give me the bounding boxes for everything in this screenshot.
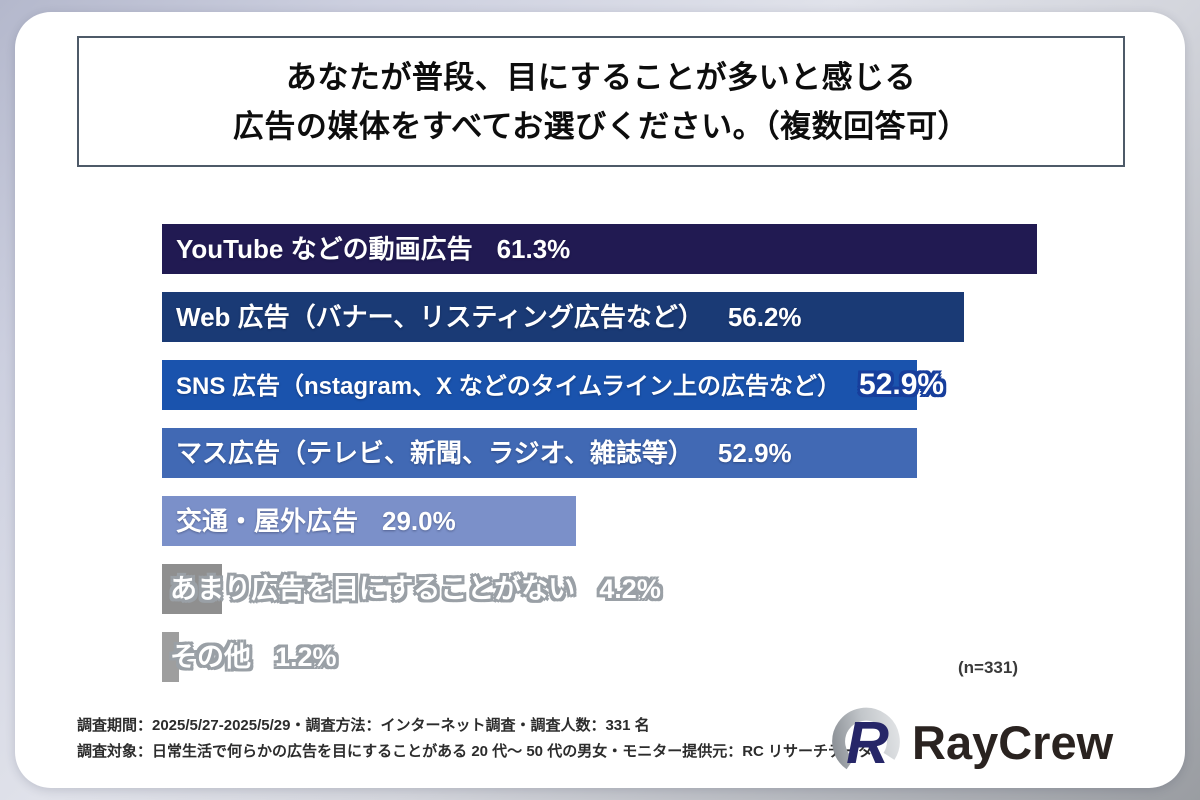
question-title-line1: あなたが普段、目にすることが多いと感じる <box>285 59 917 95</box>
survey-note-line1: 調査期間：2025/5/27-2025/5/29・調査方法：インターネット調査・… <box>77 717 650 734</box>
bar-row-transit-outdoor: 交通・屋外広告 29.0% <box>162 496 1142 546</box>
bar-value: 56.2% <box>727 302 802 332</box>
bar-value: 52.9% <box>859 368 945 401</box>
bar-row-web: Web 広告（バナー、リスティング広告など） 56.2% <box>162 292 1142 342</box>
bar-value: 1.2% <box>275 642 337 672</box>
bar-row-sns: SNS 広告（nstagram、X などのタイムライン上の広告など） 52.9% <box>162 360 1142 410</box>
bar-value: 4.2% <box>599 574 661 604</box>
bar-label: YouTube などの動画広告 <box>176 234 473 264</box>
bar-label: SNS 広告（nstagram、X などのタイムライン上の広告など） <box>176 373 842 400</box>
bar-fill <box>162 292 964 342</box>
bar-chart: YouTube などの動画広告 61.3% Web 広告（バナー、リスティング広告… <box>162 224 1142 700</box>
bar-fill <box>162 564 222 614</box>
question-title-box: あなたが普段、目にすることが多いと感じる 広告の媒体をすべてお選びください。（複… <box>77 36 1125 167</box>
bar-label: あまり広告を目にすることがない <box>170 574 576 604</box>
bar-row-youtube: YouTube などの動画広告 61.3% <box>162 224 1142 274</box>
bar-value: 52.9% <box>717 438 792 468</box>
svg-text:R: R <box>846 709 889 776</box>
bar-fill <box>162 632 179 682</box>
raycrew-logo-text: RayCrew <box>912 716 1114 769</box>
bar-row-rarely-see-ads: あまり広告を目にすることがない 4.2% <box>162 564 1142 614</box>
bar-fill <box>162 224 1037 274</box>
survey-note-line2: 調査対象：日常生活で何らかの広告を目にすることがある 20 代〜 50 代の男女… <box>77 743 874 760</box>
sample-size-note: (n=331) <box>958 658 1018 677</box>
bar-label: マス広告（テレビ、新聞、ラジオ、雑誌等） <box>176 438 694 468</box>
question-title-line2: 広告の媒体をすべてお選びください。（複数回答可） <box>232 108 970 144</box>
bar-value: 61.3% <box>496 234 571 264</box>
bar-fill <box>162 428 917 478</box>
bar-row-other: その他 1.2% <box>162 632 1142 682</box>
bar-row-mass: マス広告（テレビ、新聞、ラジオ、雑誌等） 52.9% <box>162 428 1142 478</box>
bar-value: 29.0% <box>382 506 456 536</box>
raycrew-logo: R RayCrew <box>828 702 1113 783</box>
bar-label: 交通・屋外広告 <box>176 506 359 536</box>
bar-fill <box>162 360 917 410</box>
bar-label: その他 <box>170 642 251 672</box>
survey-notes: 調査期間：2025/5/27-2025/5/29・調査方法：インターネット調査・… <box>77 713 873 765</box>
raycrew-logo-mark-icon: R <box>828 702 904 783</box>
bar-label: Web 広告（バナー、リスティング広告など） <box>176 302 704 332</box>
bar-fill <box>162 496 576 546</box>
